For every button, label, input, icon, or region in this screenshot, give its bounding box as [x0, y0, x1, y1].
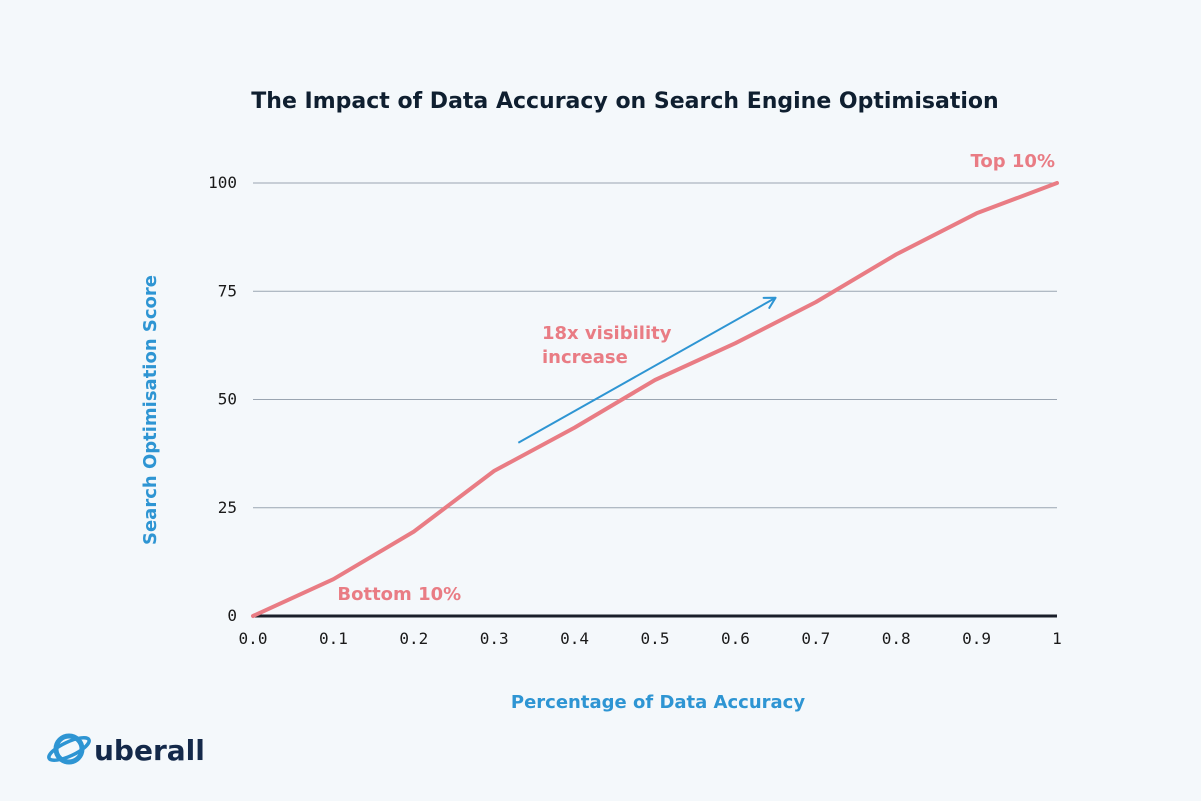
x-tick-0.6: 0.6: [721, 629, 750, 648]
x-tick-0.0: 0.0: [239, 629, 268, 648]
x-tick-0.3: 0.3: [480, 629, 509, 648]
y-tick-75: 75: [218, 281, 237, 300]
x-axis-label: Percentage of Data Accuracy: [511, 692, 805, 713]
x-tick-0.1: 0.1: [319, 629, 348, 648]
y-tick-25: 25: [218, 498, 237, 517]
y-tick-0: 0: [227, 606, 237, 625]
x-tick-0.2: 0.2: [399, 629, 428, 648]
x-tick-0.7: 0.7: [801, 629, 830, 648]
trend-arrow-layer: [517, 296, 777, 444]
x-tick-0.5: 0.5: [641, 629, 670, 648]
y-tick-labels: 0 25 50 75 100: [208, 173, 237, 625]
x-tick-0.9: 0.9: [962, 629, 991, 648]
series-layer: [251, 181, 1059, 618]
brand-logo: uberall: [47, 733, 205, 767]
x-tick-0.4: 0.4: [560, 629, 589, 648]
chart-title: The Impact of Data Accuracy on Search En…: [251, 89, 998, 114]
series-line-0: [251, 181, 1059, 618]
brand-name: uberall: [94, 734, 205, 767]
planet-ring-icon: [47, 733, 91, 765]
trend-arrow-head: [762, 296, 777, 309]
y-tick-100: 100: [208, 173, 237, 192]
trend-arrow-shaft: [517, 296, 777, 444]
y-tick-50: 50: [218, 390, 237, 409]
x-tick-labels: 0.0 0.1 0.2 0.3 0.4 0.5 0.6 0.7 0.8 0.9 1: [239, 629, 1062, 648]
annotation-trend-line1: 18x visibility: [542, 323, 672, 344]
x-tick-0.8: 0.8: [882, 629, 911, 648]
grid-lines: [253, 182, 1057, 618]
annotation-bottom-10: Bottom 10%: [337, 584, 461, 605]
y-axis-label: Search Optimisation Score: [140, 275, 161, 545]
annotation-trend-line2: increase: [542, 347, 628, 368]
annotation-top-10: Top 10%: [971, 151, 1056, 172]
x-tick-1: 1: [1052, 629, 1062, 648]
